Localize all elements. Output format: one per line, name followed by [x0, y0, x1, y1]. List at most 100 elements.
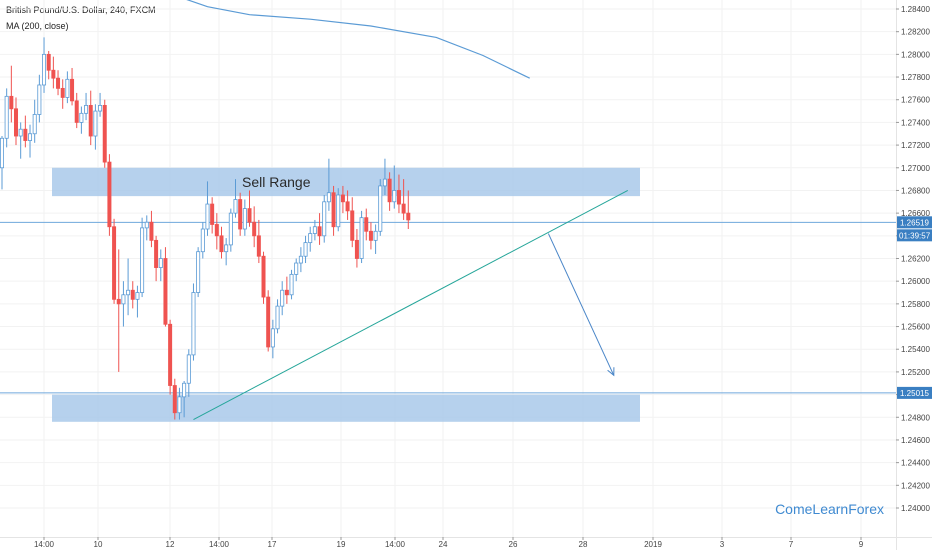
candle-body[interactable] [140, 227, 145, 293]
time-tick-label: 24 [439, 540, 448, 549]
candle-body[interactable] [270, 328, 275, 348]
candle-body[interactable] [303, 242, 308, 257]
candle-body[interactable] [294, 262, 299, 275]
candle-body[interactable] [56, 77, 61, 89]
candle-body[interactable] [9, 95, 14, 110]
candle-body[interactable] [182, 382, 187, 398]
candle-body[interactable] [177, 396, 182, 414]
candle-body[interactable] [392, 190, 397, 203]
price-axis[interactable]: 1.28400 1.28200 1.28000 1.27800 1.27600 1.274… [896, 5, 930, 513]
candle-body[interactable] [210, 203, 215, 225]
candle-body[interactable] [79, 112, 84, 123]
trend-line[interactable] [193, 190, 629, 420]
candle-body[interactable] [42, 53, 47, 86]
candle-body[interactable] [219, 235, 224, 253]
candle-body[interactable] [32, 114, 37, 135]
candle-body[interactable] [158, 258, 163, 268]
candle-body[interactable] [116, 298, 121, 305]
forecast-arrow-line[interactable] [547, 233, 615, 376]
candle-body[interactable] [266, 296, 271, 348]
candle-body[interactable] [256, 235, 261, 257]
candle-body[interactable] [37, 84, 42, 115]
candle-body[interactable] [191, 292, 196, 356]
candle-body[interactable] [242, 208, 247, 230]
candle-body[interactable] [163, 258, 168, 325]
candle-body[interactable] [121, 294, 126, 305]
candle-body[interactable] [93, 110, 98, 137]
candle-body[interactable] [350, 210, 355, 241]
candle-body[interactable] [51, 69, 56, 79]
candle-body[interactable] [84, 104, 89, 114]
candle-body[interactable] [401, 203, 406, 214]
candle-body[interactable] [382, 178, 387, 187]
candle-body[interactable] [88, 104, 93, 137]
candle-body[interactable] [23, 128, 28, 141]
candle-body[interactable] [135, 292, 140, 300]
candle-body[interactable] [154, 239, 159, 268]
candle-body[interactable] [238, 199, 243, 230]
candle-body[interactable] [368, 230, 373, 241]
candle-body[interactable] [331, 192, 336, 228]
candle-body[interactable] [406, 212, 411, 221]
forecast-arrow[interactable] [547, 233, 615, 377]
candle-body[interactable] [130, 289, 135, 300]
candle-body[interactable] [312, 226, 317, 234]
candle-body[interactable] [205, 203, 210, 230]
candle-body[interactable] [275, 305, 280, 330]
candle-body[interactable] [317, 226, 322, 237]
candle-body[interactable] [98, 104, 103, 112]
moving-average-line[interactable] [175, 0, 530, 79]
candle-body[interactable] [247, 208, 252, 223]
candle-body[interactable] [298, 255, 303, 264]
candle-body[interactable] [261, 255, 266, 298]
candle-body[interactable] [126, 289, 131, 296]
candle-body[interactable] [0, 137, 4, 169]
candle-body[interactable] [373, 230, 378, 241]
candle-body[interactable] [46, 53, 51, 71]
support-zone[interactable] [52, 394, 640, 422]
candle-body[interactable] [74, 100, 79, 123]
candle-body[interactable] [336, 194, 341, 228]
indicator-title[interactable]: MA (200, close) [6, 21, 69, 31]
candle-body[interactable] [233, 199, 238, 214]
candle-body[interactable] [280, 289, 285, 307]
candle-body[interactable] [378, 185, 383, 232]
candle-body[interactable] [112, 226, 117, 300]
candle-body[interactable] [396, 190, 401, 205]
candle-body[interactable] [387, 178, 392, 203]
candle-body[interactable] [172, 385, 177, 414]
candle-body[interactable] [228, 212, 233, 246]
candle-body[interactable] [4, 95, 9, 139]
candle-body[interactable] [186, 354, 191, 384]
sell-range-zone[interactable] [52, 167, 640, 197]
candle-body[interactable] [345, 201, 350, 212]
candle-body[interactable] [60, 87, 65, 98]
candle-body[interactable] [28, 133, 33, 141]
candle-body[interactable] [326, 192, 331, 203]
candle-body[interactable] [18, 128, 23, 137]
candle-body[interactable] [364, 217, 369, 232]
candle-body[interactable] [107, 161, 112, 228]
candle-body[interactable] [214, 224, 219, 237]
candle-body[interactable] [149, 221, 154, 241]
candle-body[interactable] [252, 221, 257, 237]
candle-body[interactable] [102, 104, 107, 163]
candle-body[interactable] [224, 244, 229, 253]
candle-body[interactable] [70, 78, 75, 102]
candle-body[interactable] [340, 194, 345, 203]
candle-body[interactable] [308, 233, 313, 244]
candle-body[interactable] [359, 217, 364, 259]
current-price-badge-bg [897, 216, 932, 229]
candle-body[interactable] [354, 239, 359, 259]
candle-body[interactable] [14, 108, 19, 137]
candle-body[interactable] [196, 251, 201, 293]
candle-body[interactable] [284, 289, 289, 296]
candle-body[interactable] [289, 273, 294, 296]
candle-body[interactable] [65, 78, 70, 98]
candle-body[interactable] [322, 201, 327, 237]
candle-body[interactable] [168, 323, 173, 386]
candle-body[interactable] [200, 228, 205, 253]
time-axis[interactable]: 14:00 10 12 14:00 17 19 14:00 24 26 28 2019 3 7 9 [34, 537, 864, 549]
candle-body[interactable] [144, 221, 149, 229]
